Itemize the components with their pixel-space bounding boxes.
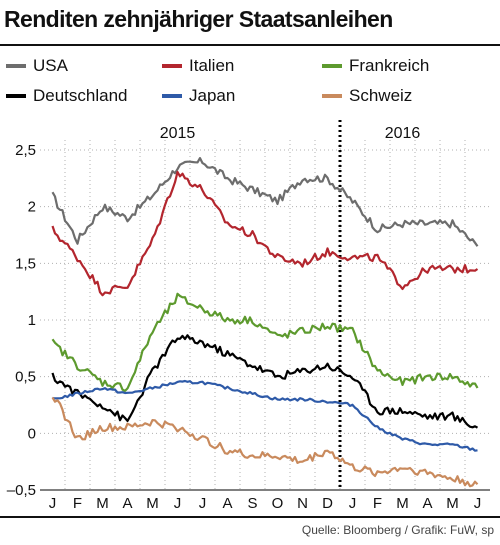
x-tick-label: J — [199, 495, 207, 512]
year-label: 2016 — [385, 125, 421, 142]
series-line-usa — [51, 157, 479, 247]
legend-item-frankreich: Frankreich — [322, 56, 429, 76]
legend-item-usa: USA — [6, 56, 68, 76]
legend-swatch — [322, 64, 342, 68]
x-tick-label: M — [96, 495, 109, 512]
legend-label: Italien — [189, 56, 235, 75]
x-tick-label: A — [122, 495, 132, 512]
x-tick-label: F — [373, 495, 382, 512]
legend-swatch — [162, 64, 182, 68]
source-note: Quelle: Bloomberg / Grafik: FuW, sp — [301, 523, 494, 537]
legend-label: Deutschland — [33, 86, 128, 105]
legend-swatch — [6, 94, 26, 98]
y-tick-label: 1 — [28, 312, 36, 329]
x-tick-label: D — [322, 495, 333, 512]
series-line-schweiz — [51, 396, 479, 488]
x-tick-label: J — [49, 495, 57, 512]
chart-title: Renditen zehnjähriger Staatsanleihen — [4, 6, 393, 32]
legend-item-schweiz: Schweiz — [322, 86, 412, 106]
legend-label: Frankreich — [349, 56, 430, 75]
legend-swatch — [322, 94, 342, 98]
x-tick-label: S — [247, 495, 257, 512]
year-label: 2015 — [160, 125, 196, 142]
legend-item-italien: Italien — [162, 56, 234, 76]
legend-item-deutschland: Deutschland — [6, 86, 128, 106]
x-tick-label: J — [349, 495, 357, 512]
y-tick-label: 2,5 — [15, 142, 36, 159]
x-tick-label: A — [422, 495, 432, 512]
x-tick-label: A — [222, 495, 232, 512]
legend-label: Schweiz — [349, 86, 413, 105]
y-tick-label: –0,5 — [7, 482, 36, 499]
x-tick-label: O — [272, 495, 284, 512]
x-tick-label: M — [146, 495, 159, 512]
footer-rule — [0, 516, 500, 518]
y-tick-label: 2 — [28, 199, 36, 216]
y-tick-label: 0,5 — [15, 369, 36, 386]
legend-swatch — [162, 94, 182, 98]
title-rule — [0, 44, 500, 46]
x-tick-label: J — [174, 495, 182, 512]
x-tick-label: M — [396, 495, 409, 512]
series-line-deutschland — [51, 334, 479, 429]
x-tick-label: F — [73, 495, 82, 512]
legend-item-japan: Japan — [162, 86, 235, 106]
legend-swatch — [6, 64, 26, 68]
x-tick-label: M — [446, 495, 459, 512]
x-tick-label: N — [297, 495, 308, 512]
series-line-italien — [51, 170, 479, 297]
legend-label: USA — [33, 56, 68, 75]
x-tick-label: J — [474, 495, 482, 512]
legend-label: Japan — [189, 86, 236, 105]
y-tick-label: 1,5 — [15, 255, 36, 272]
y-tick-label: 0 — [28, 425, 36, 442]
series-line-frankreich — [51, 292, 479, 392]
series-line-japan — [52, 379, 478, 452]
